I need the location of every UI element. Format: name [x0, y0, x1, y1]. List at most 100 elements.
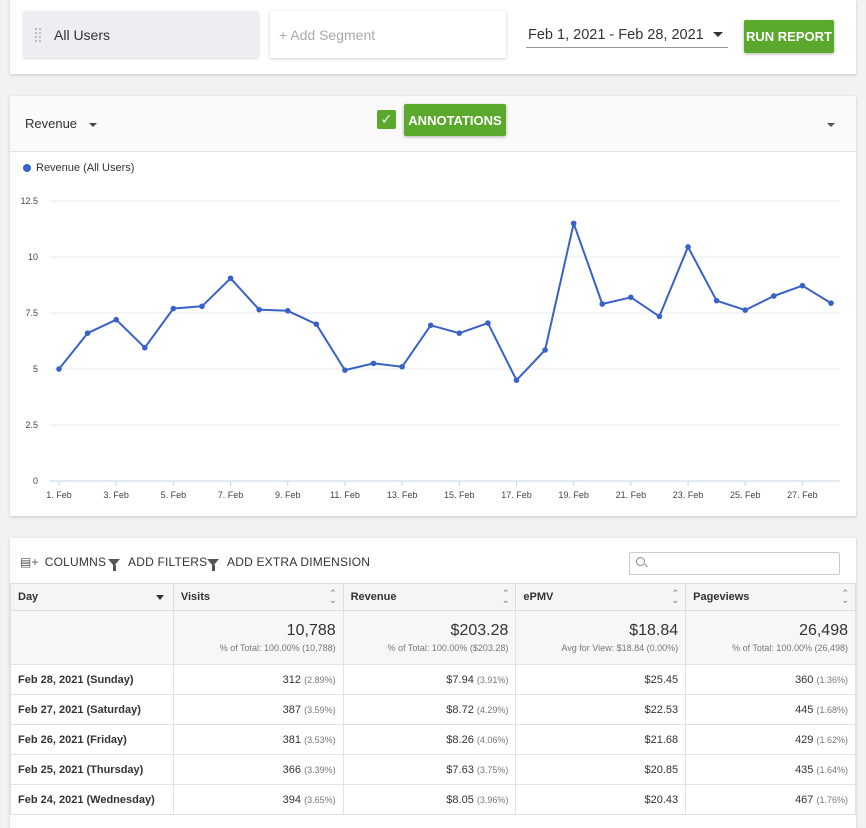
- caret-down-icon: [155, 595, 164, 600]
- cell-value: 445: [795, 703, 814, 716]
- y-tick-label: 5: [33, 364, 38, 374]
- legend-label: Revenue (All Users): [36, 162, 135, 174]
- revenue-data-point[interactable]: [542, 347, 548, 353]
- add-filters-button[interactable]: ADD FILTERS: [108, 555, 207, 571]
- column-header-visits[interactable]: Visits ⌃ ⌄: [172, 583, 344, 611]
- report-table: Day Visits ⌃ ⌄ Revenue ⌃ ⌄ ePMV ⌃ ⌄ Pageviews ⌃…: [10, 583, 856, 815]
- epmv-cell: $22.53: [515, 694, 687, 725]
- revenue-data-point[interactable]: [313, 321, 320, 327]
- cell-value: $20.43: [644, 793, 679, 806]
- revenue-data-point[interactable]: [485, 320, 491, 326]
- cell-percent: (2.89%): [304, 674, 336, 685]
- chart-legend[interactable]: Revenue (All Users): [23, 162, 134, 174]
- revenue-data-point[interactable]: [113, 316, 119, 323]
- annotations-checkbox[interactable]: ✓: [377, 110, 396, 129]
- revenue-data-point[interactable]: [141, 344, 148, 351]
- revenue-series-line: [58, 222, 832, 382]
- column-header-epmv[interactable]: ePMV ⌃ ⌄: [515, 583, 687, 611]
- filter-icon: [108, 558, 120, 571]
- column-header-pageviews[interactable]: Pageviews ⌃ ⌄: [685, 583, 856, 611]
- table-search-input[interactable]: [629, 552, 840, 575]
- cell-percent: (4.06%): [476, 734, 509, 745]
- chart-options-chevron-icon[interactable]: [827, 123, 835, 127]
- total-sub: Avg for View: $18.84 (0.00%): [561, 643, 679, 653]
- x-tick-label: 9. Feb: [275, 490, 301, 500]
- run-report-button[interactable]: RUN REPORT: [744, 20, 834, 53]
- x-tick-label: 5. Feb: [161, 490, 187, 500]
- cell-value: 429: [795, 733, 814, 746]
- revenue-data-point[interactable]: [742, 307, 749, 313]
- cell-percent: (1.64%): [816, 764, 848, 775]
- cell-value: 312: [282, 673, 302, 686]
- revenue-cell: $8.26 (4.06%): [342, 724, 517, 755]
- revenue-data-point[interactable]: [284, 307, 291, 314]
- revenue-data-point[interactable]: [84, 330, 91, 336]
- header-label: Day: [18, 591, 39, 603]
- revenue-data-point[interactable]: [799, 282, 806, 289]
- table-row[interactable]: Feb 25, 2021 (Thursday) 366 (3.39%) $7.63 …: [10, 754, 856, 785]
- totals-revenue-cell: $203.28 % of Total: 100.00% ($203.28): [342, 610, 517, 665]
- add-segment-button[interactable]: + Add Segment: [270, 11, 506, 58]
- revenue-data-point[interactable]: [828, 300, 834, 306]
- day-cell: Feb 25, 2021 (Thursday): [10, 754, 174, 785]
- columns-button[interactable]: ▤+ COLUMNS: [20, 555, 106, 569]
- cell-value: 435: [795, 763, 814, 776]
- revenue-data-point[interactable]: [227, 275, 234, 282]
- chart-panel: Revenue ✓ ANNOTATIONS 0 2.5 5 7.5 10 12.5 1. F…: [10, 96, 856, 516]
- revenue-data-point[interactable]: [256, 306, 262, 313]
- x-tick-label: 19. Feb: [558, 490, 589, 500]
- table-row[interactable]: Feb 26, 2021 (Friday) 381 (3.53%) $8.26 (4…: [10, 724, 856, 755]
- revenue-data-point[interactable]: [513, 377, 520, 384]
- revenue-data-point[interactable]: [713, 297, 720, 304]
- sort-icon: ⌃ ⌄: [671, 588, 680, 605]
- cell-percent: (1.68%): [816, 704, 848, 715]
- drag-handle-icon[interactable]: [34, 26, 42, 43]
- table-row[interactable]: Feb 27, 2021 (Saturday) 387 (3.59%) $8.72 …: [10, 694, 856, 725]
- revenue-data-point[interactable]: [771, 293, 777, 299]
- revenue-data-point[interactable]: [170, 305, 177, 312]
- sort-icon: ⌃ ⌄: [841, 588, 849, 605]
- revenue-data-point[interactable]: [570, 220, 577, 227]
- table-row[interactable]: Feb 24, 2021 (Wednesday) 394 (3.65%) $8.05…: [10, 784, 856, 815]
- revenue-data-point[interactable]: [628, 294, 634, 301]
- cell-value: $8.72: [446, 703, 474, 716]
- total-value: $18.84: [629, 622, 679, 639]
- table-row[interactable]: Feb 28, 2021 (Sunday) 312 (2.89%) $7.94 (3…: [10, 664, 856, 695]
- pageviews-cell: 429 (1.62%): [685, 724, 856, 755]
- revenue-data-point[interactable]: [456, 330, 463, 336]
- cell-percent: (4.29%): [476, 704, 509, 715]
- annotations-button[interactable]: ANNOTATIONS: [404, 104, 506, 136]
- revenue-data-point[interactable]: [370, 360, 377, 367]
- revenue-data-point[interactable]: [427, 322, 434, 329]
- visits-cell: 381 (3.53%): [172, 724, 344, 755]
- cell-value: 467: [795, 793, 814, 806]
- day-cell: Feb 26, 2021 (Friday): [10, 724, 174, 755]
- header-label: Visits: [180, 591, 210, 603]
- revenue-data-point[interactable]: [56, 366, 62, 372]
- cell-percent: (3.39%): [304, 764, 336, 775]
- metric-select[interactable]: Revenue: [25, 116, 98, 131]
- total-value: 26,498: [799, 622, 848, 639]
- visits-cell: 394 (3.65%): [172, 784, 344, 815]
- cell-value: $7.94: [446, 673, 474, 686]
- date-range-select[interactable]: Feb 1, 2021 - Feb 28, 2021: [526, 22, 728, 48]
- revenue-data-point[interactable]: [199, 303, 205, 310]
- revenue-data-point[interactable]: [685, 244, 691, 250]
- x-tick-label: 13. Feb: [387, 490, 418, 500]
- visits-cell: 387 (3.59%): [172, 694, 344, 725]
- revenue-data-point[interactable]: [399, 363, 405, 370]
- legend-dot-icon: [23, 164, 31, 172]
- segment-label: All Users: [54, 26, 111, 43]
- revenue-data-point[interactable]: [342, 367, 348, 373]
- cell-percent: (3.91%): [476, 674, 509, 685]
- columns-label: COLUMNS: [44, 555, 107, 569]
- column-header-revenue[interactable]: Revenue ⌃ ⌄: [342, 583, 517, 611]
- totals-row: 10,788 % of Total: 100.00% (10,788) $203.…: [10, 610, 856, 665]
- revenue-data-point[interactable]: [656, 313, 663, 320]
- sort-icon: ⌃ ⌄: [501, 588, 510, 605]
- cell-percent: (1.36%): [816, 674, 848, 685]
- revenue-data-point[interactable]: [599, 301, 606, 307]
- add-extra-dimension-button[interactable]: ADD EXTRA DIMENSION: [207, 555, 370, 571]
- segment-chip-all-users[interactable]: All Users: [23, 11, 259, 58]
- column-header-day[interactable]: Day: [10, 583, 174, 611]
